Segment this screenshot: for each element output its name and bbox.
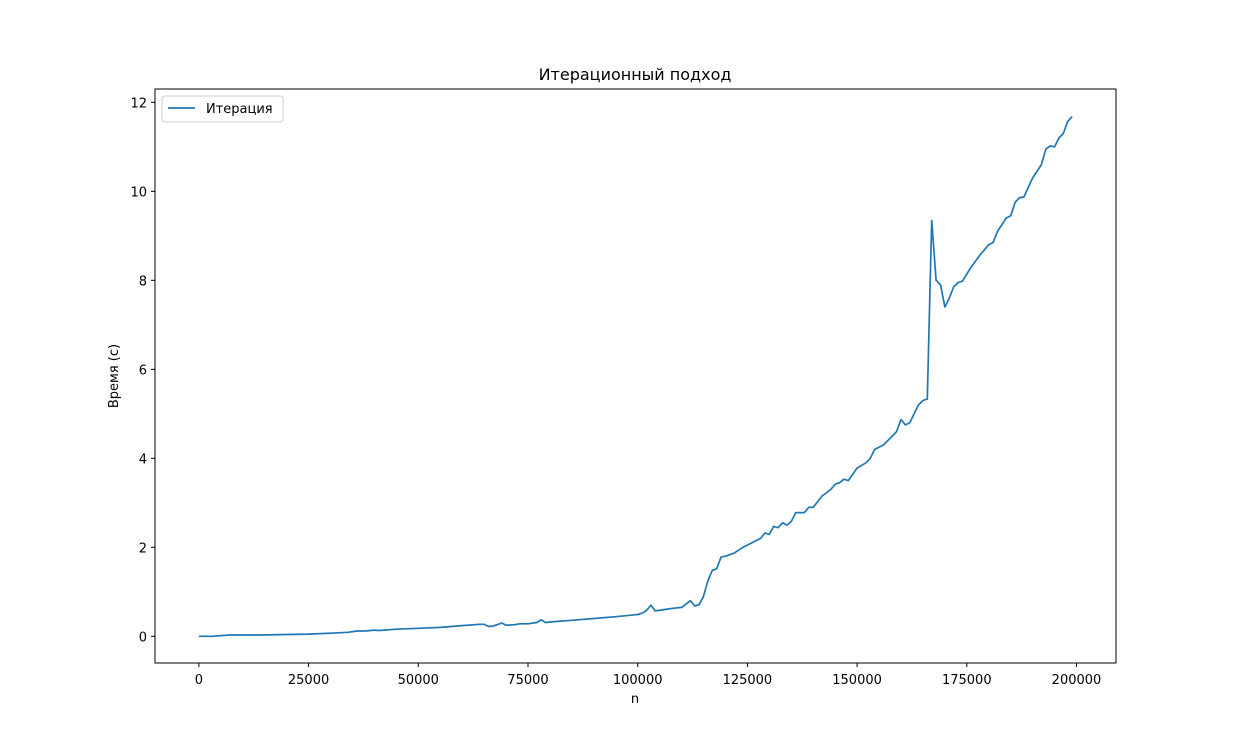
x-tick-label: 50000 bbox=[398, 673, 439, 688]
y-tick-label: 0 bbox=[139, 630, 147, 645]
plot-area bbox=[154, 88, 1117, 664]
legend: Итерация bbox=[161, 95, 284, 123]
y-tick-label: 8 bbox=[139, 274, 147, 289]
x-tick-label: 0 bbox=[195, 673, 203, 688]
x-tick-label: 200000 bbox=[1052, 673, 1102, 688]
y-axis-ticks: 0 2 4 6 8 10 12 bbox=[130, 96, 155, 645]
x-axis-ticks: 0 25000 50000 75000 100000 125000 150000 175000… bbox=[195, 663, 1102, 688]
y-tick-label: 2 bbox=[139, 541, 147, 556]
x-tick-label: 125000 bbox=[723, 673, 773, 688]
x-tick-label: 175000 bbox=[942, 673, 992, 688]
x-tick-label: 25000 bbox=[288, 673, 329, 688]
series-line-0 bbox=[198, 116, 1073, 638]
plot-frame bbox=[154, 88, 1117, 664]
y-tick-label: 12 bbox=[130, 96, 147, 111]
x-tick-label: 75000 bbox=[507, 673, 548, 688]
legend-box bbox=[161, 95, 284, 123]
legend-label: Итерация bbox=[206, 102, 273, 117]
y-tick-label: 6 bbox=[139, 363, 147, 378]
y-tick-label: 4 bbox=[139, 452, 147, 467]
x-tick-label: 150000 bbox=[832, 673, 882, 688]
x-tick-label: 100000 bbox=[613, 673, 663, 688]
x-axis-label: n bbox=[631, 692, 639, 707]
y-tick-label: 10 bbox=[130, 185, 147, 200]
chart-title: Итерационный подход bbox=[539, 65, 732, 84]
y-axis-label: Время (с) bbox=[107, 344, 122, 408]
